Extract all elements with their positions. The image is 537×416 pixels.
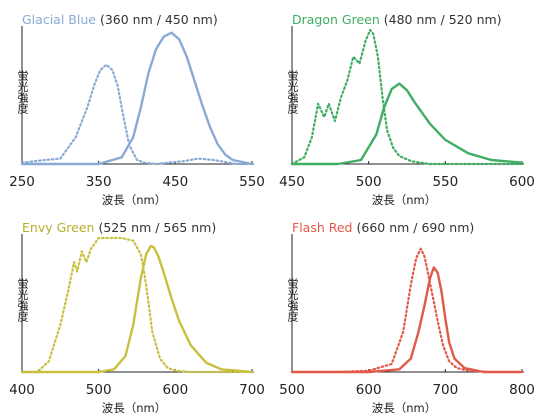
x-tick-label: 800 bbox=[509, 382, 535, 398]
wavelength-label: (660 nm / 690 nm) bbox=[356, 220, 475, 235]
x-tick-label: 450 bbox=[279, 174, 305, 190]
series-name: Glacial Blue bbox=[22, 12, 96, 27]
x-tick-label: 600 bbox=[356, 382, 382, 398]
excitation-curve bbox=[20, 63, 254, 166]
x-tick-label: 700 bbox=[239, 382, 265, 398]
wavelength-label: (360 nm / 450 nm) bbox=[99, 12, 218, 27]
excitation-curve bbox=[20, 236, 254, 374]
chart-plot: 400 500 600 700 bbox=[9, 234, 265, 398]
chart-title: Flash Red (660 nm / 690 nm) bbox=[292, 220, 474, 235]
wavelength-label: (480 nm / 520 nm) bbox=[383, 12, 502, 27]
chart-title: Dragon Green (480 nm / 520 nm) bbox=[292, 12, 502, 27]
x-tick-label: 600 bbox=[509, 174, 535, 190]
x-axis-label: 波長（nm） bbox=[371, 401, 437, 415]
chart-panel-flash-red: Flash Red (660 nm / 690 nm) 蛍光強度 波長（nm） 5… bbox=[270, 208, 537, 416]
wavelength-label: (525 nm / 565 nm) bbox=[98, 220, 217, 235]
chart-panel-dragon-green: Dragon Green (480 nm / 520 nm) 蛍光強度 波長（nm… bbox=[270, 0, 537, 208]
x-tick-label: 500 bbox=[86, 382, 112, 398]
x-tick-label: 500 bbox=[279, 382, 305, 398]
chart-plot: 450 500 550 600 bbox=[279, 26, 535, 190]
x-tick-label: 250 bbox=[9, 174, 35, 190]
series-name: Flash Red bbox=[292, 220, 353, 235]
x-tick-label: 600 bbox=[162, 382, 188, 398]
chart-title: Envy Green (525 nm / 565 nm) bbox=[22, 220, 216, 235]
series-name: Envy Green bbox=[22, 220, 95, 235]
x-axis-label: 波長（nm） bbox=[101, 401, 167, 415]
x-tick-label: 550 bbox=[239, 174, 265, 190]
emission-curve bbox=[290, 82, 524, 166]
emission-curve bbox=[20, 31, 254, 166]
x-tick-label: 400 bbox=[9, 382, 35, 398]
x-tick-label: 500 bbox=[356, 174, 382, 190]
x-axis-label: 波長（nm） bbox=[371, 193, 437, 207]
series-name: Dragon Green bbox=[292, 12, 380, 27]
x-tick-label: 350 bbox=[86, 174, 112, 190]
x-tick-label: 450 bbox=[162, 174, 188, 190]
chart-panel-glacial-blue: Glacial Blue (360 nm / 450 nm) 蛍光強度 波長（nm… bbox=[0, 0, 268, 208]
excitation-curve bbox=[290, 247, 524, 374]
emission-curve bbox=[290, 266, 524, 374]
chart-panel-envy-green: Envy Green (525 nm / 565 nm) 蛍光強度 波長（nm） … bbox=[0, 208, 268, 416]
x-axis-label: 波長（nm） bbox=[101, 193, 167, 207]
chart-plot: 500 600 700 800 bbox=[279, 234, 535, 398]
chart-title: Glacial Blue (360 nm / 450 nm) bbox=[22, 12, 218, 27]
x-tick-label: 700 bbox=[432, 382, 458, 398]
x-tick-label: 550 bbox=[432, 174, 458, 190]
chart-plot: 250 350 450 550 bbox=[9, 26, 265, 190]
excitation-curve bbox=[290, 28, 524, 166]
emission-curve bbox=[20, 244, 254, 374]
